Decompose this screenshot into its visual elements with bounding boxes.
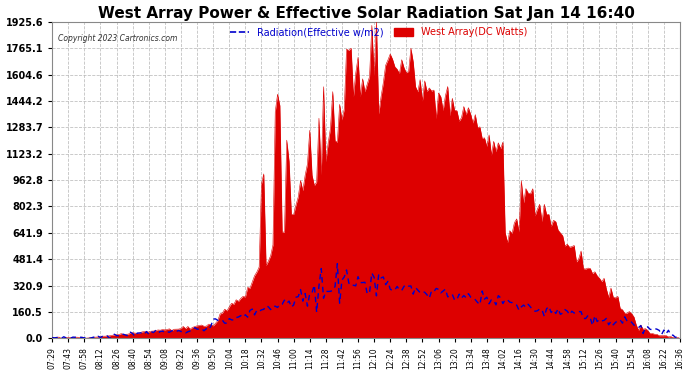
Title: West Array Power & Effective Solar Radiation Sat Jan 14 16:40: West Array Power & Effective Solar Radia… bbox=[98, 6, 635, 21]
Legend: Radiation(Effective w/m2), West Array(DC Watts): Radiation(Effective w/m2), West Array(DC… bbox=[226, 23, 531, 41]
Text: Copyright 2023 Cartronics.com: Copyright 2023 Cartronics.com bbox=[59, 34, 178, 44]
